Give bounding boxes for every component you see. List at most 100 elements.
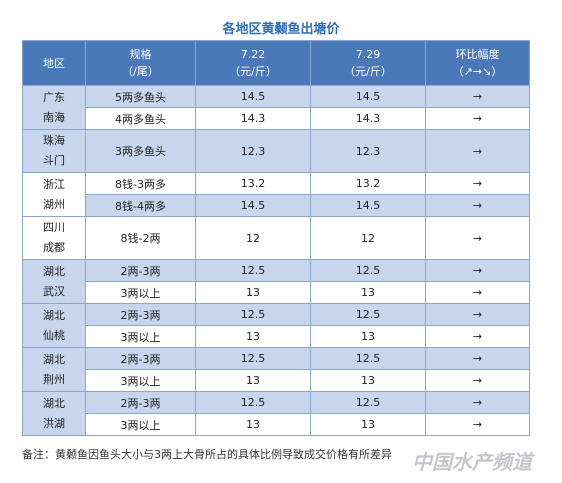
table-row: 3两以上 13 13 → bbox=[23, 281, 530, 304]
table-row: 珠海 斗门 3两多鱼头 12.3 12.3 → bbox=[22, 129, 530, 173]
trend-cell: → bbox=[425, 172, 530, 195]
region-cell: 浙江 湖州 bbox=[22, 172, 86, 217]
price-cell: 12 bbox=[310, 216, 426, 260]
region-cell: 四川 成都 bbox=[22, 216, 86, 260]
price-cell: 12.5 bbox=[310, 347, 426, 370]
price-cell: 13 bbox=[195, 281, 311, 304]
region-cell: 珠海 斗门 bbox=[22, 129, 86, 173]
region-line: 湖北 bbox=[43, 308, 65, 322]
note: 备注：黄颡鱼因鱼头大小与3两上大骨所占的具体比例导致成交价格有所差异 bbox=[22, 448, 392, 461]
header-sub: （↗→↘） bbox=[452, 65, 503, 78]
price-cell: 12 bbox=[195, 216, 311, 260]
trend-cell: → bbox=[425, 85, 530, 108]
table-row: 湖北 洪湖 2两-3两 12.5 12.5 → bbox=[22, 391, 530, 436]
price-cell: 12.5 bbox=[195, 391, 311, 414]
price-cell: 14.3 bbox=[310, 107, 426, 130]
price-cell: 12.5 bbox=[195, 347, 311, 370]
price-cell: 12.5 bbox=[310, 259, 426, 282]
region-line: 武汉 bbox=[43, 284, 65, 298]
header-cell: 7.22 （元/斤） bbox=[195, 40, 311, 86]
price-cell: 13 bbox=[310, 413, 426, 436]
table-body: 广东 南海 5两多鱼头 14.5 14.5 → 4两多鱼头 14.3 14.3 → 珠海 斗门 3两多鱼… bbox=[22, 85, 530, 436]
trend-cell: → bbox=[425, 391, 530, 414]
spec-cell: 2两-3两 bbox=[85, 303, 196, 326]
spec-cell: 5两多鱼头 bbox=[85, 85, 196, 108]
region-line: 浙江 bbox=[43, 177, 65, 191]
table-row: 3两以上 13 13 → bbox=[23, 369, 530, 392]
spec-cell: 2两-3两 bbox=[85, 259, 196, 282]
price-cell: 14.3 bbox=[195, 107, 311, 130]
header-cell: 规格 （/尾） bbox=[85, 40, 196, 86]
header-label: 7.29 bbox=[355, 48, 381, 61]
spec-cell: 2两-3两 bbox=[85, 347, 196, 370]
table-row: 湖北 仙桃 2两-3两 12.5 12.5 → bbox=[22, 303, 530, 348]
region-line: 珠海 bbox=[43, 134, 65, 147]
table-row: 广东 南海 5两多鱼头 14.5 14.5 → bbox=[22, 85, 530, 130]
region-line: 南海 bbox=[43, 110, 65, 124]
trend-cell: → bbox=[425, 413, 530, 436]
price-cell: 13 bbox=[195, 413, 311, 436]
trend-cell: → bbox=[425, 194, 530, 217]
region-line: 湖北 bbox=[43, 264, 65, 278]
price-cell: 12.3 bbox=[195, 129, 311, 173]
region-line: 湖北 bbox=[43, 396, 65, 410]
region-cell: 湖北 荆州 bbox=[22, 347, 86, 392]
spec-cell: 2两-3两 bbox=[85, 391, 196, 414]
header-sub: （/尾） bbox=[122, 65, 159, 78]
spec-cell: 4两多鱼头 bbox=[85, 107, 196, 130]
price-cell: 13 bbox=[195, 325, 311, 348]
region-line: 广东 bbox=[43, 90, 65, 104]
watermark: 中国水产频道 bbox=[412, 450, 532, 474]
price-table: 地区 规格 （/尾） 7.22 （元/斤） 7.29 （元/斤） 环比幅度 （↗→↘） 广东 南海… bbox=[22, 40, 530, 436]
region-cell: 湖北 仙桃 bbox=[22, 303, 86, 348]
header-label: 环比幅度 bbox=[455, 48, 500, 61]
table-row: 湖北 荆州 2两-3两 12.5 12.5 → bbox=[22, 347, 530, 392]
price-cell: 14.5 bbox=[310, 85, 426, 108]
price-cell: 13 bbox=[310, 325, 426, 348]
table-title: 各地区黄颡鱼出塘价 bbox=[222, 22, 340, 37]
price-cell: 14.5 bbox=[195, 85, 311, 108]
price-cell: 13 bbox=[310, 281, 426, 304]
table-row: 浙江 湖州 8钱-3两多 13.2 13.2 → bbox=[22, 172, 530, 217]
spec-cell: 3两以上 bbox=[85, 413, 196, 436]
header-row: 地区 规格 （/尾） 7.22 （元/斤） 7.29 （元/斤） 环比幅度 （↗→↘） bbox=[22, 40, 530, 86]
price-cell: 13 bbox=[195, 369, 311, 392]
table-row: 四川 成都 8钱-2两 12 12 → bbox=[22, 216, 530, 260]
spec-cell: 3两以上 bbox=[85, 281, 196, 304]
region-line: 荆州 bbox=[43, 372, 65, 386]
region-line: 洪湖 bbox=[43, 416, 65, 430]
trend-cell: → bbox=[425, 303, 530, 326]
header-cell: 地区 bbox=[22, 40, 86, 86]
header-label: 7.22 bbox=[240, 48, 266, 61]
table-row: 3两以上 13 13 → bbox=[23, 413, 530, 436]
region-cell: 湖北 武汉 bbox=[22, 259, 86, 304]
header-cell: 7.29 （元/斤） bbox=[310, 40, 426, 86]
spec-cell: 8钱-4两多 bbox=[85, 194, 196, 217]
spec-cell: 8钱-2两 bbox=[85, 216, 196, 260]
price-cell: 14.5 bbox=[310, 194, 426, 217]
trend-cell: → bbox=[425, 259, 530, 282]
table-row: 4两多鱼头 14.3 14.3 → bbox=[23, 107, 530, 130]
trend-cell: → bbox=[425, 216, 530, 260]
spec-cell: 3两多鱼头 bbox=[85, 129, 196, 173]
region-line: 四川 bbox=[43, 221, 65, 234]
region-cell: 广东 南海 bbox=[22, 85, 86, 130]
region-line: 斗门 bbox=[43, 154, 65, 167]
table-row: 3两以上 13 13 → bbox=[23, 325, 530, 348]
region-line: 湖北 bbox=[43, 352, 65, 366]
spec-cell: 3两以上 bbox=[85, 369, 196, 392]
price-cell: 12.5 bbox=[310, 391, 426, 414]
header-cell: 环比幅度 （↗→↘） bbox=[425, 40, 530, 86]
table-row: 8钱-4两多 14.5 14.5 → bbox=[23, 194, 530, 217]
price-cell: 13.2 bbox=[310, 172, 426, 195]
trend-cell: → bbox=[425, 107, 530, 130]
region-line: 湖州 bbox=[43, 197, 65, 211]
header-sub: （元/斤） bbox=[344, 65, 392, 78]
region-line: 成都 bbox=[43, 241, 65, 254]
trend-cell: → bbox=[425, 325, 530, 348]
spec-cell: 3两以上 bbox=[85, 325, 196, 348]
price-cell: 12.5 bbox=[195, 259, 311, 282]
price-cell: 14.5 bbox=[195, 194, 311, 217]
price-cell: 12.5 bbox=[195, 303, 311, 326]
trend-cell: → bbox=[425, 347, 530, 370]
